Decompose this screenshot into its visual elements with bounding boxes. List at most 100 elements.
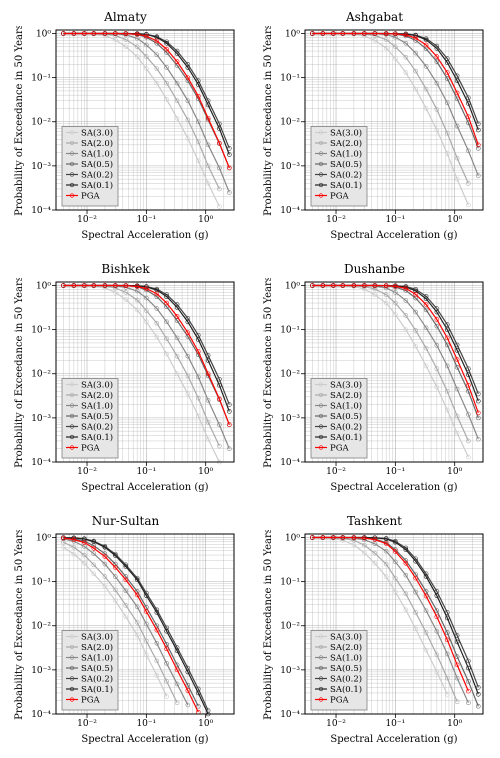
svg-text:10⁻⁴: 10⁻⁴ (280, 710, 300, 720)
y-axis-label: Probability of Exceedance in 50 Years (14, 26, 25, 216)
y-axis-label: Probability of Exceedance in 50 Years (14, 278, 25, 468)
hazard-chart: 10⁻²10⁻¹10⁰10⁻⁴10⁻³10⁻²10⁻¹10⁰Spectral A… (10, 278, 240, 496)
legend-label: PGA (330, 444, 350, 454)
hazard-chart: 10⁻²10⁻¹10⁰10⁻⁴10⁻³10⁻²10⁻¹10⁰Spectral A… (10, 26, 240, 244)
panel-title: Bishkek (10, 262, 241, 276)
y-axis-label: Probability of Exceedance in 50 Years (14, 530, 25, 720)
x-axis-label: Spectral Acceleration (g) (81, 482, 208, 493)
svg-text:10⁻²: 10⁻² (326, 467, 346, 477)
legend-label: SA(0.5) (81, 159, 113, 170)
svg-text:10⁰: 10⁰ (36, 533, 51, 543)
legend-label: SA(1.0) (330, 149, 362, 160)
panel-title: Almaty (10, 10, 241, 24)
svg-text:10⁻¹: 10⁻¹ (136, 467, 156, 477)
hazard-chart: 10⁻²10⁻¹10⁰10⁻⁴10⁻³10⁻²10⁻¹10⁰Spectral A… (259, 530, 489, 748)
hazard-chart: 10⁻²10⁻¹10⁰10⁻⁴10⁻³10⁻²10⁻¹10⁰Spectral A… (259, 278, 489, 496)
legend-label: SA(2.0) (81, 138, 113, 149)
legend-label: SA(1.0) (81, 653, 113, 664)
svg-text:10⁻¹: 10⁻¹ (31, 578, 51, 588)
chart-panel: Nur-Sultan 10⁻² 10⁻¹ 10⁰ 10⁻⁴ 10⁻³ 10⁻² 10⁻¹ 10⁰… (10, 514, 241, 748)
legend-label: PGA (81, 696, 101, 706)
svg-text:10⁻¹: 10⁻¹ (136, 719, 156, 729)
legend-label: PGA (330, 192, 350, 202)
svg-text:10⁻⁴: 10⁻⁴ (280, 458, 300, 468)
svg-text:10⁰: 10⁰ (198, 467, 213, 477)
y-axis-label: Probability of Exceedance in 50 Years (263, 26, 274, 216)
legend-label: SA(0.2) (81, 674, 113, 685)
legend-label: SA(1.0) (81, 149, 113, 160)
chart-panel: Tashkent10⁻²10⁻¹10⁰10⁻⁴10⁻³10⁻²10⁻¹10⁰Sp… (259, 514, 490, 748)
svg-text:10⁻³: 10⁻³ (31, 162, 51, 172)
svg-text:10⁰: 10⁰ (447, 467, 462, 477)
svg-text:10⁻¹: 10⁻¹ (385, 215, 405, 225)
legend-label: SA(0.1) (330, 432, 362, 443)
svg-text:10⁻²: 10⁻² (77, 719, 97, 729)
legend-label: SA(0.5) (330, 159, 362, 170)
y-axis-label: Probability of Exceedance in 50 Years (263, 278, 274, 468)
legend-label: SA(0.2) (330, 422, 362, 433)
legend-label: SA(1.0) (330, 401, 362, 412)
svg-text:10⁻³: 10⁻³ (31, 414, 51, 424)
svg-text:10⁻³: 10⁻³ (280, 162, 300, 172)
legend-label: SA(3.0) (330, 632, 362, 643)
svg-text:10⁰: 10⁰ (285, 533, 300, 543)
legend-label: SA(0.2) (330, 674, 362, 685)
legend-label: SA(2.0) (330, 138, 362, 149)
legend-label: SA(0.2) (330, 170, 362, 181)
x-axis-label: Spectral Acceleration (g) (81, 734, 208, 745)
panel-title: Tashkent (259, 514, 490, 528)
legend-label: SA(3.0) (81, 128, 113, 139)
svg-text:10⁻²: 10⁻² (326, 719, 346, 729)
svg-text:10⁻⁴: 10⁻⁴ (31, 458, 51, 468)
panel-title: Dushanbe (259, 262, 490, 276)
hazard-chart: 10⁻²10⁻¹10⁰10⁻⁴10⁻³10⁻²10⁻¹10⁰Spectral A… (259, 26, 489, 244)
svg-text:10⁻²: 10⁻² (326, 215, 346, 225)
chart-panel: Dushanbe10⁻²10⁻¹10⁰10⁻⁴10⁻³10⁻²10⁻¹10⁰Sp… (259, 262, 490, 496)
x-axis-label: Spectral Acceleration (g) (330, 734, 457, 745)
legend-label: SA(3.0) (81, 380, 113, 391)
svg-text:10⁻²: 10⁻² (77, 467, 97, 477)
x-axis-label: Spectral Acceleration (g) (81, 230, 208, 241)
svg-text:10⁻⁴: 10⁻⁴ (31, 710, 51, 720)
legend-label: SA(0.1) (81, 684, 113, 695)
legend-label: SA(3.0) (81, 632, 113, 643)
svg-text:10⁰: 10⁰ (198, 719, 213, 729)
legend-label: SA(0.5) (81, 411, 113, 422)
y-axis-label: Probability of Exceedance in 50 Years (263, 530, 274, 720)
legend-label: SA(3.0) (330, 128, 362, 139)
legend-label: PGA (81, 444, 101, 454)
svg-text:10⁻²: 10⁻² (31, 370, 51, 380)
svg-text:10⁻²: 10⁻² (280, 370, 300, 380)
hazard-chart: 10⁻² 10⁻¹ 10⁰ 10⁻⁴ 10⁻³ 10⁻² 10⁻¹ 10⁰ Spectral A… (10, 530, 240, 748)
svg-text:10⁰: 10⁰ (447, 719, 462, 729)
legend-label: SA(0.5) (330, 663, 362, 674)
svg-text:10⁻¹: 10⁻¹ (280, 74, 300, 84)
svg-text:10⁰: 10⁰ (36, 29, 51, 39)
legend-label: SA(2.0) (330, 642, 362, 653)
chart-panel: Ashgabat10⁻²10⁻¹10⁰10⁻⁴10⁻³10⁻²10⁻¹10⁰Sp… (259, 10, 490, 244)
svg-text:10⁰: 10⁰ (198, 215, 213, 225)
svg-text:10⁻¹: 10⁻¹ (385, 719, 405, 729)
svg-text:10⁻¹: 10⁻¹ (31, 74, 51, 84)
svg-text:10⁻¹: 10⁻¹ (280, 326, 300, 336)
x-axis-label: Spectral Acceleration (g) (330, 482, 457, 493)
panel-title: Nur-Sultan (10, 514, 241, 528)
legend-label: SA(3.0) (330, 380, 362, 391)
svg-text:10⁻¹: 10⁻¹ (280, 578, 300, 588)
legend-label: SA(0.2) (81, 170, 113, 181)
svg-text:10⁻³: 10⁻³ (31, 666, 51, 676)
legend-label: PGA (330, 696, 350, 706)
svg-text:10⁻²: 10⁻² (77, 215, 97, 225)
chart-panel: Bishkek10⁻²10⁻¹10⁰10⁻⁴10⁻³10⁻²10⁻¹10⁰Spe… (10, 262, 241, 496)
panel-title: Ashgabat (259, 10, 490, 24)
x-axis-label: Spectral Acceleration (g) (330, 230, 457, 241)
svg-text:10⁻³: 10⁻³ (280, 414, 300, 424)
legend-label: SA(0.2) (81, 422, 113, 433)
svg-text:10⁻²: 10⁻² (31, 622, 51, 632)
svg-text:10⁻²: 10⁻² (31, 118, 51, 128)
svg-text:10⁻⁴: 10⁻⁴ (31, 206, 51, 216)
legend-label: SA(2.0) (330, 390, 362, 401)
legend-label: PGA (81, 192, 101, 202)
svg-text:10⁻¹: 10⁻¹ (385, 467, 405, 477)
chart-panel: Almaty10⁻²10⁻¹10⁰10⁻⁴10⁻³10⁻²10⁻¹10⁰Spec… (10, 10, 241, 244)
